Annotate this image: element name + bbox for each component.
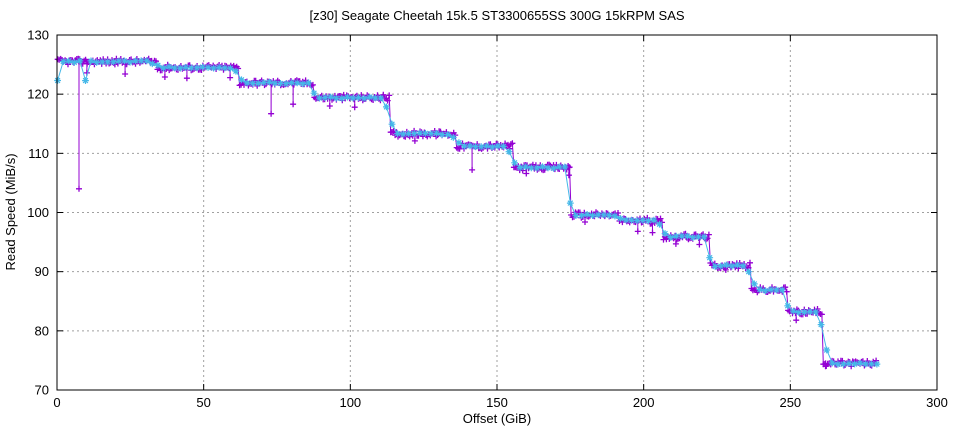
y-tick-label: 70 bbox=[35, 383, 49, 398]
x-tick-label: 150 bbox=[486, 395, 508, 410]
y-tick-label: 80 bbox=[35, 323, 49, 338]
x-tick-label: 0 bbox=[53, 395, 60, 410]
smoothed-average-series bbox=[54, 57, 881, 368]
x-tick-label: 200 bbox=[633, 395, 655, 410]
x-axis-label: Offset (GiB) bbox=[463, 411, 531, 426]
x-tick-label: 100 bbox=[339, 395, 361, 410]
avg-series-asterisk-markers bbox=[54, 57, 881, 368]
x-tick-label: 250 bbox=[779, 395, 801, 410]
y-tick-label: 110 bbox=[28, 146, 49, 161]
chart-title: [z30] Seagate Cheetah 15k.5 ST3300655SS … bbox=[309, 8, 684, 23]
y-tick-label: 120 bbox=[27, 87, 49, 102]
gridlines bbox=[57, 35, 937, 390]
axes bbox=[56, 34, 938, 391]
tick-labels: 0 50 100 150 200 250 300 70 80 90 100 110 120 130 bbox=[27, 28, 948, 411]
y-tick-label: 100 bbox=[27, 205, 49, 220]
y-axis-label: Read Speed (MiB/s) bbox=[3, 153, 18, 270]
x-tick-label: 50 bbox=[196, 395, 210, 410]
y-tick-label: 90 bbox=[35, 264, 49, 279]
y-tick-label: 130 bbox=[27, 28, 49, 43]
x-tick-label: 300 bbox=[926, 395, 948, 410]
